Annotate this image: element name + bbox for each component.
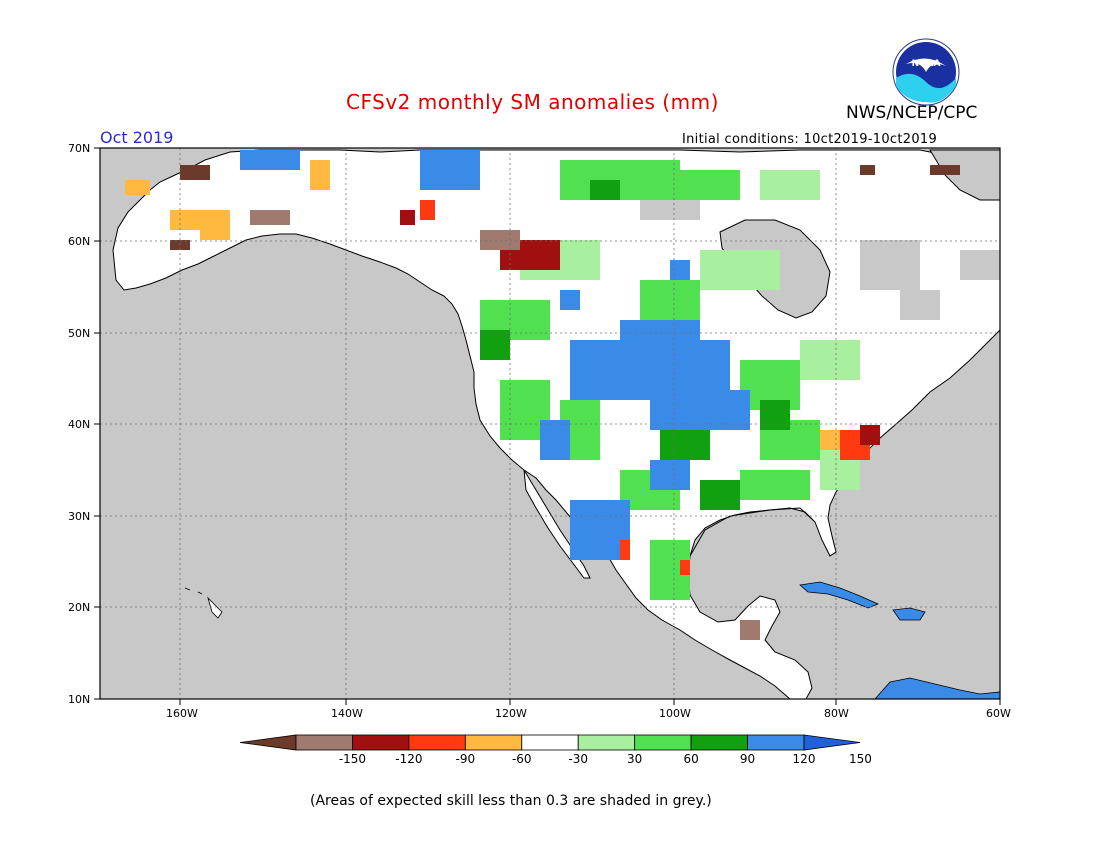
colorbar-label: -60 bbox=[511, 752, 532, 766]
positive-anomaly-120-150 bbox=[240, 150, 750, 560]
lon-label: 140W bbox=[331, 707, 363, 720]
lon-label: 120W bbox=[495, 707, 527, 720]
hispaniola bbox=[892, 607, 926, 621]
colorbar-label: -30 bbox=[568, 752, 589, 766]
lat-label: 60N bbox=[68, 235, 91, 248]
lon-label: 100W bbox=[659, 707, 691, 720]
lat-label: 30N bbox=[68, 510, 91, 523]
lat-label: 40N bbox=[68, 418, 91, 431]
footnote: (Areas of expected skill less than 0.3 a… bbox=[310, 793, 712, 809]
gulf-coast bbox=[689, 507, 816, 557]
colorbar-label: 60 bbox=[683, 752, 699, 766]
valid-month-label: Oct 2019 bbox=[100, 128, 174, 147]
colorbar-label: 30 bbox=[627, 752, 643, 766]
map-frame bbox=[99, 147, 1001, 700]
lat-label: 20N bbox=[68, 601, 91, 614]
noaa-logo: NOAA bbox=[892, 38, 960, 106]
negative-anomaly-120-150 bbox=[250, 210, 760, 640]
colorbar-label: -150 bbox=[338, 752, 367, 766]
lon-label: 160W bbox=[166, 707, 198, 720]
lat-label: 50N bbox=[68, 327, 91, 340]
lon-label: 80W bbox=[824, 707, 849, 720]
page-title: CFSv2 monthly SM anomalies (mm) bbox=[346, 90, 719, 114]
cuba bbox=[799, 581, 880, 609]
hawaii bbox=[184, 587, 223, 619]
colorbar-label: -90 bbox=[455, 752, 476, 766]
lon-label: 60W bbox=[986, 707, 1011, 720]
logo-text: NOAA bbox=[912, 59, 941, 69]
axis-ticks bbox=[94, 147, 1001, 705]
positive-anomaly-90-120 bbox=[480, 180, 790, 510]
agency-label: NWS/NCEP/CPC bbox=[846, 103, 978, 123]
initial-conditions-label: Initial conditions: 10ct2019-10ct2019 bbox=[682, 132, 938, 147]
colorbar-label: 150 bbox=[848, 752, 872, 766]
colorbar-label: -120 bbox=[395, 752, 423, 766]
graticule bbox=[100, 148, 1000, 699]
lat-label: 10N bbox=[68, 693, 91, 706]
colorbar-label: 120 bbox=[792, 752, 816, 766]
colorbar-label: 90 bbox=[739, 752, 756, 766]
lat-label: 70N bbox=[68, 142, 91, 155]
